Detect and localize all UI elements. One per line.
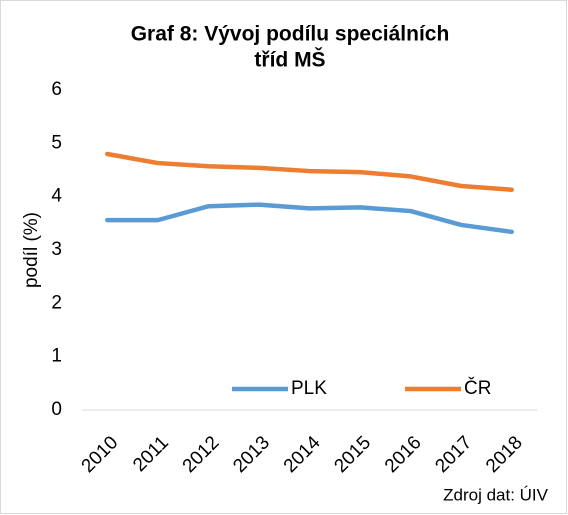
y-axis-label: podíl (%): [21, 212, 42, 288]
y-tick-label: 4: [51, 186, 62, 207]
legend-label: PLK: [291, 378, 327, 399]
data-line: [105, 151, 514, 192]
chart-title: tříd MŠ: [254, 48, 325, 72]
y-tick-label: 0: [51, 399, 62, 420]
data-line: [105, 202, 514, 235]
y-tick-label: 1: [51, 346, 62, 367]
y-tick-label: 5: [51, 132, 62, 153]
source-note: Zdroj dat: ÚIV: [443, 485, 549, 504]
legend-label: ČR: [464, 377, 491, 399]
y-tick-label: 2: [51, 292, 62, 313]
chart-title: Graf 8: Vývoj podílu speciálních: [131, 23, 450, 46]
y-tick-label: 3: [51, 239, 62, 260]
y-tick-label: 6: [51, 79, 62, 100]
